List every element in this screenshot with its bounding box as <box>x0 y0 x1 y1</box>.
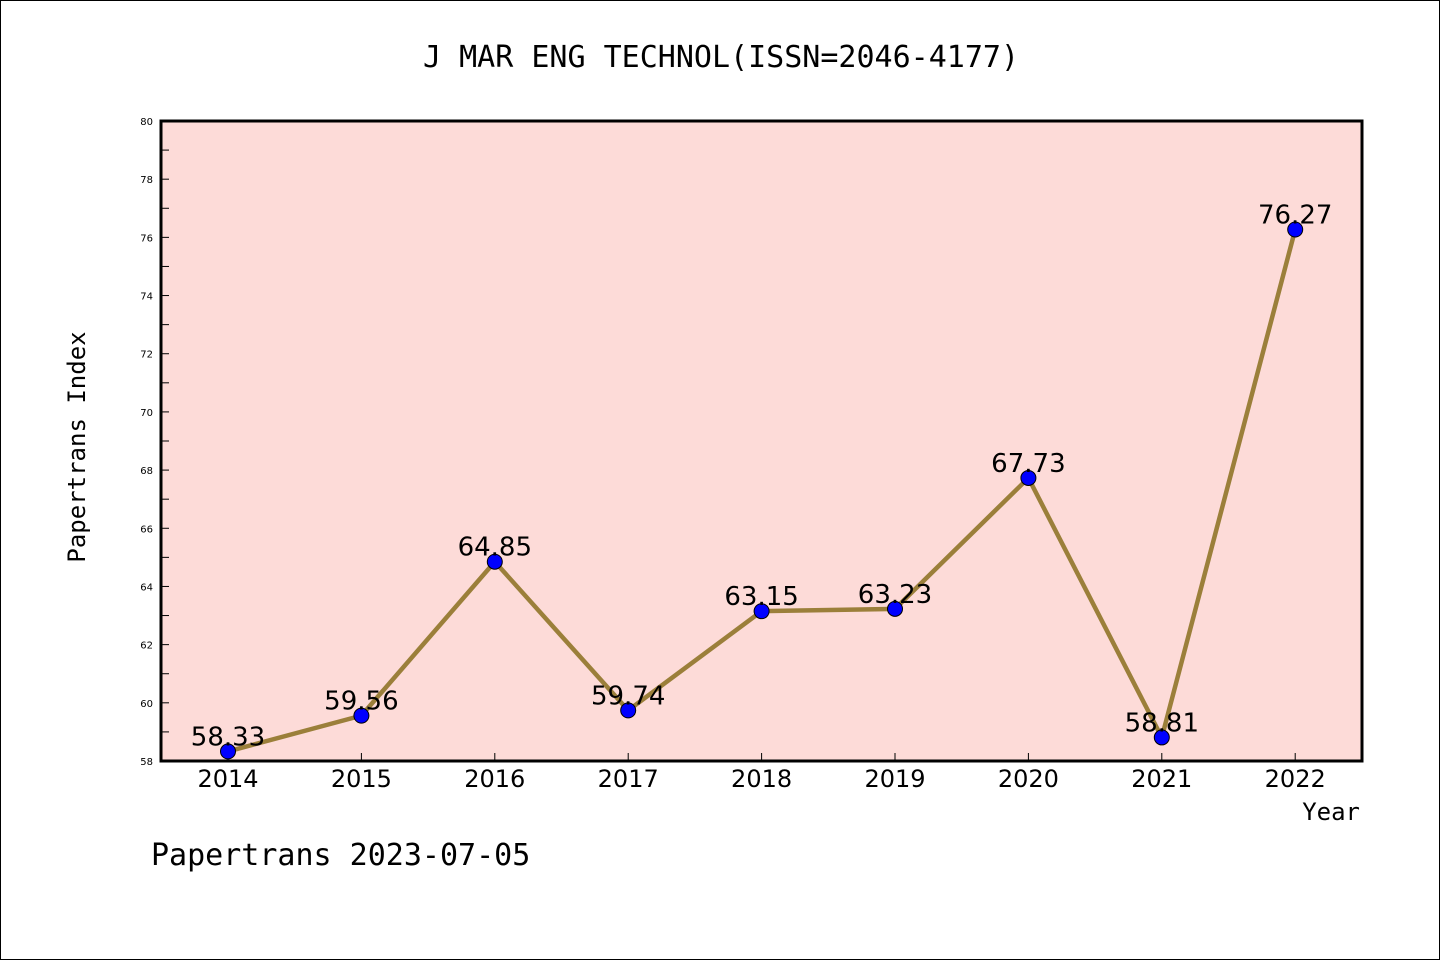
y-axis-title: Papertrans Index <box>63 331 91 562</box>
x-tick-label: 2016 <box>464 765 525 793</box>
x-tick-label: 2021 <box>1131 765 1192 793</box>
x-tick-label: 2022 <box>1265 765 1326 793</box>
data-label: 63.23 <box>858 580 932 610</box>
data-point-marker <box>887 600 903 617</box>
x-tick-label: 2019 <box>864 765 925 793</box>
data-point-marker <box>620 702 637 719</box>
data-label: 76.27 <box>1258 201 1332 231</box>
data-label: 67.73 <box>991 449 1065 479</box>
data-label: 64.85 <box>458 533 532 563</box>
data-point-marker <box>753 603 770 620</box>
y-tick-label: 76 <box>140 233 153 244</box>
footer-source-date: Papertrans 2023-07-05 <box>151 838 530 873</box>
x-axis-title: Year <box>1302 798 1360 826</box>
data-series <box>220 221 1304 760</box>
data-label: 58.81 <box>1125 708 1199 738</box>
y-tick-label: 80 <box>140 117 153 128</box>
data-point-marker <box>486 553 503 570</box>
data-point-marker <box>1287 221 1304 238</box>
chart-title: J MAR ENG TECHNOL(ISSN=2046-4177) <box>423 40 1019 75</box>
y-tick-label: 74 <box>140 292 153 303</box>
x-axis-ticks: 2014 2015 2016 2017 2018 2019 2020 2021 2022 <box>197 753 1326 793</box>
y-tick-label: 62 <box>140 641 153 652</box>
data-point-marker <box>1153 729 1170 746</box>
y-tick-label: 60 <box>140 699 153 710</box>
y-tick-label: 64 <box>140 582 153 593</box>
plot-border <box>159 119 1364 763</box>
x-tick-label: 2020 <box>998 765 1059 793</box>
data-labels: 58.33 59.56 64.85 59.74 63.15 63.23 67.73 58.81… <box>191 201 1333 753</box>
y-tick-label: 72 <box>140 350 153 361</box>
data-label: 59.56 <box>324 687 398 717</box>
data-label: 63.15 <box>724 582 798 612</box>
y-tick-label: 66 <box>140 524 153 535</box>
x-tick-label: 2018 <box>731 765 792 793</box>
x-tick-label: 2015 <box>331 765 392 793</box>
y-tick-label: 68 <box>140 466 153 477</box>
y-tick-label: 58 <box>140 757 153 768</box>
y-tick-label: 78 <box>140 175 153 186</box>
data-label: 59.74 <box>591 681 665 711</box>
data-label: 58.33 <box>191 722 265 752</box>
data-point-marker <box>353 707 370 724</box>
y-tick-label: 70 <box>140 408 153 419</box>
plot-area <box>161 121 1362 761</box>
data-point-marker <box>1020 469 1037 486</box>
x-tick-label: 2014 <box>197 765 258 793</box>
x-tick-label: 2017 <box>598 765 659 793</box>
data-point-marker <box>220 743 236 760</box>
